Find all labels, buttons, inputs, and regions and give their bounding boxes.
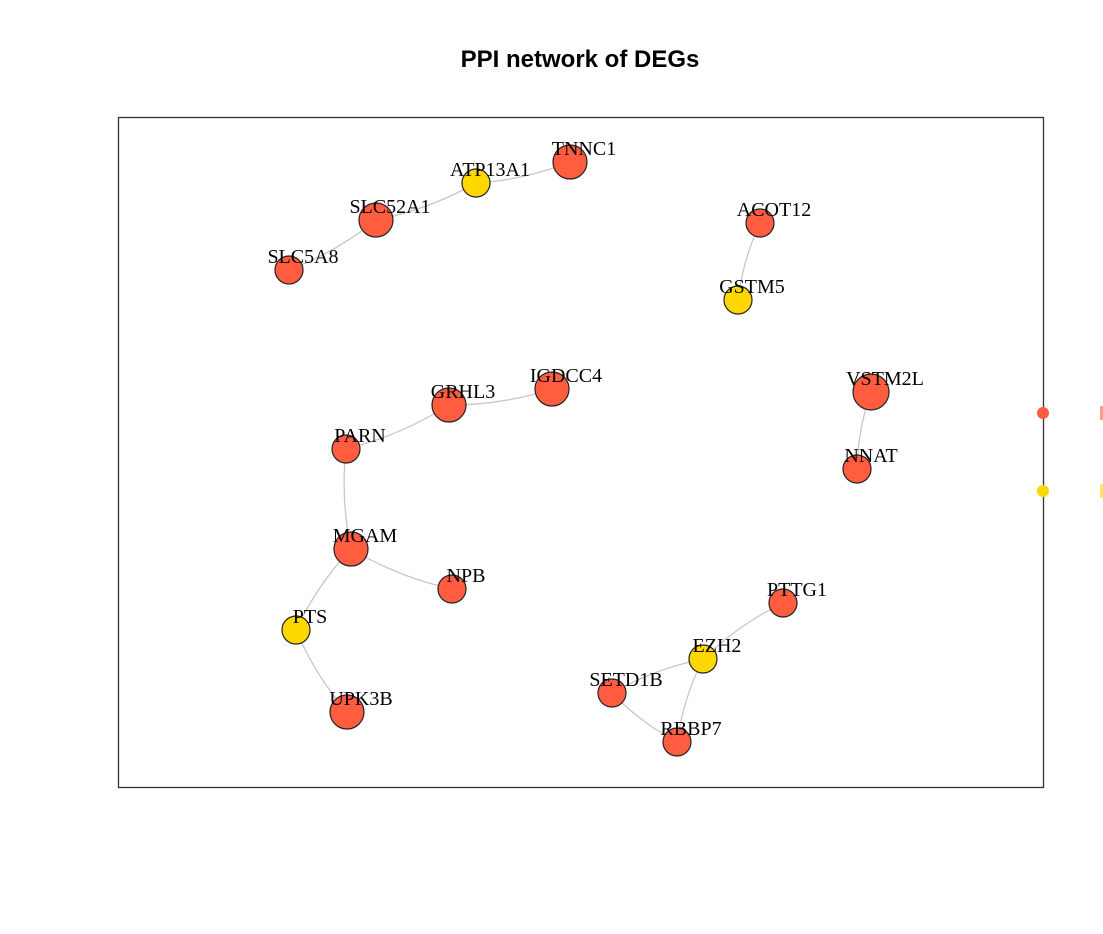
node-igdcc4[interactable]: IGDCC4	[530, 365, 602, 407]
node-label: RBBP7	[660, 718, 721, 740]
node-setd1b[interactable]: SETD1B	[589, 669, 663, 708]
node-pttg1[interactable]: PTTG1	[767, 579, 827, 618]
node-circle[interactable]	[597, 678, 627, 708]
plot-frame	[117, 116, 1045, 789]
node-vstm2l[interactable]: VSTM2L	[846, 368, 924, 411]
node-circle[interactable]	[723, 285, 753, 315]
node-grhl3[interactable]: GRHL3	[431, 381, 495, 423]
node-circle[interactable]	[274, 255, 304, 285]
node-label: SLC5A8	[267, 246, 338, 268]
node-parn[interactable]: PARN	[331, 425, 386, 464]
node-circle[interactable]	[331, 434, 361, 464]
node-circle[interactable]	[431, 387, 467, 423]
node-rbbp7[interactable]: RBBP7	[660, 718, 722, 757]
node-npb[interactable]: NPB	[437, 565, 486, 604]
node-label: IGDCC4	[530, 365, 602, 387]
node-gstm5[interactable]: GSTM5	[719, 276, 785, 315]
legend-swatch-down	[1100, 484, 1103, 498]
node-circle[interactable]	[281, 615, 311, 645]
node-label: PTTG1	[767, 579, 827, 601]
node-slc52a1[interactable]: SLC52A1	[349, 196, 431, 238]
node-label: NPB	[447, 565, 486, 587]
node-tnnc1[interactable]: TNNC1	[552, 138, 616, 180]
node-circle[interactable]	[745, 208, 775, 238]
node-acot12[interactable]: ACOT12	[737, 199, 811, 238]
node-circle[interactable]	[552, 144, 588, 180]
node-upk3b[interactable]: UPK3B	[329, 688, 393, 730]
node-circle[interactable]	[688, 644, 718, 674]
node-circle[interactable]	[461, 168, 491, 198]
node-label: MGAM	[333, 525, 398, 547]
node-circle[interactable]	[768, 588, 798, 618]
node-label: SETD1B	[589, 669, 662, 691]
node-mgam[interactable]: MGAM	[333, 525, 398, 567]
node-ezh2[interactable]: EZH2	[688, 635, 742, 674]
node-slc5a8[interactable]: SLC5A8	[267, 246, 339, 285]
node-label: PARN	[334, 425, 386, 447]
node-circle[interactable]	[842, 454, 872, 484]
node-circle[interactable]	[852, 373, 890, 411]
node-label: TNNC1	[552, 138, 616, 160]
node-nnat[interactable]: NNAT	[842, 445, 898, 484]
node-pts[interactable]: PTS	[281, 606, 327, 645]
node-label: NNAT	[844, 445, 897, 467]
node-circle[interactable]	[358, 202, 394, 238]
node-circle[interactable]	[662, 727, 692, 757]
node-atp13a1[interactable]: ATP13A1	[450, 159, 530, 198]
legend-swatch-up	[1100, 406, 1103, 420]
legend-marker-down	[1037, 485, 1049, 497]
node-label: VSTM2L	[846, 368, 924, 390]
node-label: UPK3B	[329, 688, 392, 710]
node-label: GSTM5	[719, 276, 785, 298]
node-label: ACOT12	[737, 199, 811, 221]
chart-title: PPI network of DEGs	[461, 46, 700, 73]
legend-marker-up	[1037, 407, 1049, 419]
node-label: SLC52A1	[349, 196, 430, 218]
node-label: GRHL3	[431, 381, 495, 403]
node-circle[interactable]	[437, 574, 467, 604]
node-circle[interactable]	[534, 371, 570, 407]
node-circle[interactable]	[329, 694, 365, 730]
node-label: PTS	[293, 606, 327, 628]
node-circle[interactable]	[333, 531, 369, 567]
node-label: EZH2	[693, 635, 742, 657]
node-label: ATP13A1	[450, 159, 530, 181]
